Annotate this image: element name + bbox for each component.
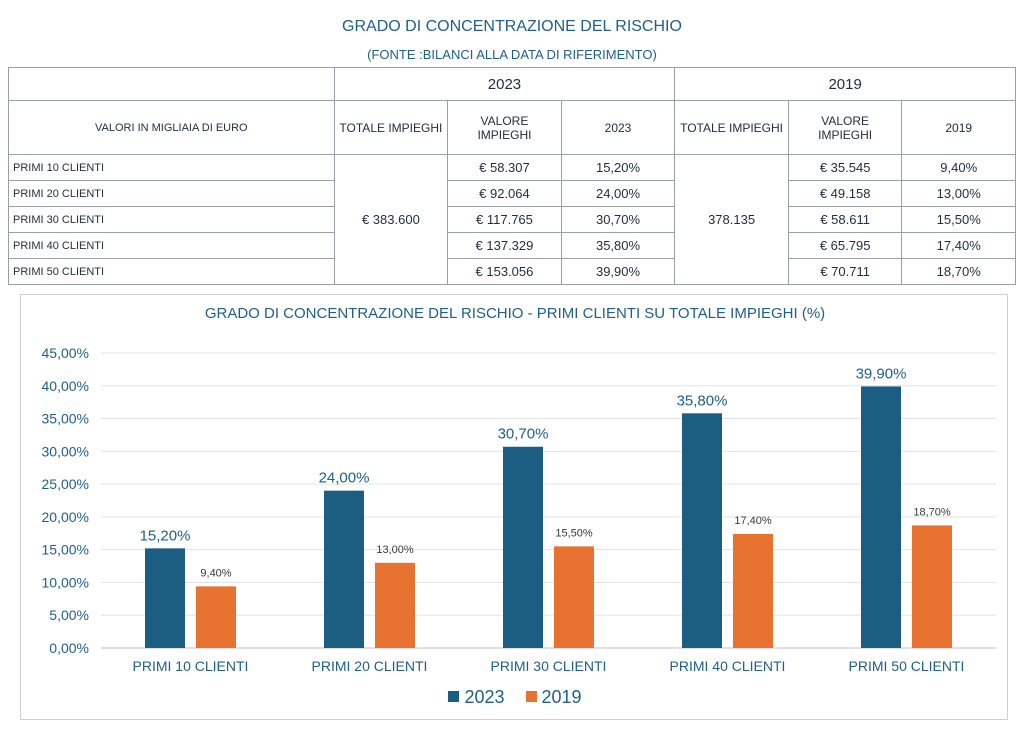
chart-legend: 2023 2019	[21, 687, 1009, 708]
bar-2019-4	[733, 533, 773, 648]
data-label-2019: 18,70%	[913, 506, 951, 518]
table-row: PRIMI 10 CLIENTI € 383.600 € 58.307 15,2…	[8, 154, 1016, 285]
chart-title: GRADO DI CONCENTRAZIONE DEL RISCHIO - PR…	[204, 305, 826, 322]
bar-2023-1	[145, 548, 185, 648]
data-label-2019: 17,40%	[734, 515, 772, 527]
concentration-table: 2023 2019 VALORI IN MIGLIAIA DI EURO TOT…	[8, 67, 1016, 285]
y-tick-label: 25,00%	[42, 476, 89, 492]
value-2023-cell: € 117.765	[447, 206, 562, 233]
total-2019-cell: 378.135	[674, 154, 789, 285]
data-label-2023: 39,90%	[856, 365, 907, 382]
legend-swatch-2019	[525, 690, 537, 702]
header-total-2023: TOTALE IMPIEGHI	[333, 100, 449, 155]
bar-2023-3	[503, 446, 543, 648]
x-tick-label: PRIMI 30 CLIENTI	[491, 658, 607, 674]
bar-2023-4	[682, 413, 722, 648]
pct-2023-cell: 39,90%	[560, 258, 676, 285]
pct-2019-cell: 17,40%	[901, 232, 1016, 259]
pct-2019-cell: 13,00%	[901, 180, 1016, 207]
data-label-2023: 24,00%	[319, 470, 370, 487]
value-2023-cell: € 92.064	[447, 180, 562, 207]
legend-swatch-2023	[448, 690, 460, 702]
pct-2023-cell: 15,20%	[560, 154, 676, 181]
y-tick-label: 15,00%	[42, 542, 89, 558]
header-value-2023: VALORE IMPIEGHI	[447, 100, 562, 155]
y-tick-label: 45,00%	[42, 345, 89, 361]
row-label: PRIMI 20 CLIENTI	[8, 180, 335, 207]
pct-2023-cell: 35,80%	[560, 232, 676, 259]
pct-2019-cell: 9,40%	[901, 154, 1016, 181]
table-row: PRIMI 50 CLIENTI € 153.056 39,90% € 70.7…	[8, 258, 1016, 285]
table-row: PRIMI 40 CLIENTI € 137.329 35,80% € 65.7…	[8, 232, 1016, 259]
header-values-label: VALORI IN MIGLIAIA DI EURO	[8, 100, 335, 155]
value-2023-cell: € 137.329	[447, 232, 562, 259]
y-tick-label: 20,00%	[42, 509, 89, 525]
year-2019-header: 2019	[674, 67, 1016, 101]
y-tick-label: 5,00%	[49, 607, 89, 623]
value-2023-cell: € 58.307	[447, 154, 562, 181]
pct-2023-cell: 30,70%	[560, 206, 676, 233]
bar-2019-3	[554, 546, 594, 648]
value-2023-cell: € 153.056	[447, 258, 562, 285]
bar-2019-1	[196, 586, 236, 648]
pct-2023-cell: 24,00%	[560, 180, 676, 207]
pct-2019-cell: 18,70%	[901, 258, 1016, 285]
y-tick-label: 35,00%	[42, 411, 89, 427]
table-row: PRIMI 30 CLIENTI € 117.765 30,70% € 58.6…	[8, 206, 1016, 233]
table-year-row: 2023 2019	[8, 67, 1016, 101]
x-tick-label: PRIMI 40 CLIENTI	[670, 658, 786, 674]
data-label-2019: 13,00%	[376, 544, 414, 556]
table-header-row: VALORI IN MIGLIAIA DI EURO TOTALE IMPIEG…	[8, 100, 1016, 155]
legend-item-2023: 2023	[448, 687, 504, 708]
y-tick-label: 40,00%	[42, 378, 89, 394]
data-label-2023: 30,70%	[498, 426, 549, 443]
year-2023-header: 2023	[333, 67, 676, 101]
bar-2019-5	[912, 525, 952, 648]
chart-panel: GRADO DI CONCENTRAZIONE DEL RISCHIO - PR…	[20, 294, 1008, 720]
value-2019-cell: € 70.711	[787, 258, 903, 285]
row-label: PRIMI 30 CLIENTI	[8, 206, 335, 233]
table-row: PRIMI 20 CLIENTI € 92.064 24,00% € 49.15…	[8, 180, 1016, 207]
table-title: GRADO DI CONCENTRAZIONE DEL RISCHIO	[342, 18, 682, 35]
table-subtitle: (FONTE :BILANCI ALLA DATA DI RIFERIMENTO…	[367, 47, 657, 62]
legend-label-2019: 2019	[541, 687, 582, 707]
legend-label-2023: 2023	[464, 687, 505, 707]
bar-2023-2	[324, 490, 364, 648]
value-2019-cell: € 49.158	[787, 180, 903, 207]
header-pct-2023: 2023	[560, 100, 676, 155]
header-pct-2019: 2019	[901, 100, 1016, 155]
value-2019-cell: € 35.545	[787, 154, 903, 181]
y-tick-label: 10,00%	[42, 574, 89, 590]
table-corner-cell	[8, 67, 335, 101]
header-total-2019: TOTALE IMPIEGHI	[674, 100, 789, 155]
data-label-2019: 9,40%	[200, 567, 231, 579]
y-tick-label: 30,00%	[42, 443, 89, 459]
x-tick-label: PRIMI 50 CLIENTI	[849, 658, 965, 674]
data-label-2019: 15,50%	[555, 527, 593, 539]
x-tick-label: PRIMI 20 CLIENTI	[312, 658, 428, 674]
data-label-2023: 35,80%	[677, 392, 728, 409]
bar-chart: 0,00% 5,00% 10,00% 15,00% 20,00% 25,00% 30,00%…	[42, 345, 996, 674]
bar-2019-2	[375, 562, 415, 648]
total-2023-cell: € 383.600	[333, 154, 449, 285]
y-tick-label: 0,00%	[49, 640, 89, 656]
legend-item-2019: 2019	[525, 687, 582, 708]
data-label-2023: 15,20%	[140, 527, 191, 544]
pct-2019-cell: 15,50%	[901, 206, 1016, 233]
x-tick-label: PRIMI 10 CLIENTI	[133, 658, 249, 674]
row-label: PRIMI 10 CLIENTI	[8, 154, 335, 181]
header-value-2019: VALORE IMPIEGHI	[787, 100, 903, 155]
row-label: PRIMI 50 CLIENTI	[8, 258, 335, 285]
value-2019-cell: € 58.611	[787, 206, 903, 233]
bar-2023-5	[861, 386, 901, 648]
row-label: PRIMI 40 CLIENTI	[8, 232, 335, 259]
value-2019-cell: € 65.795	[787, 232, 903, 259]
